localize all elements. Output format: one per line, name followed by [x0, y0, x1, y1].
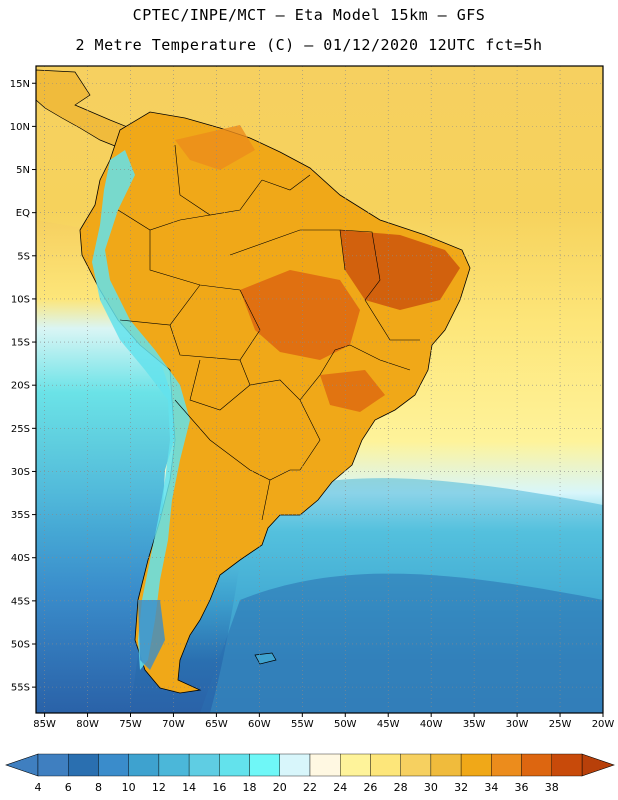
colorbar-tick-label: 22: [303, 781, 317, 794]
hot-region-northeast-brazil: [340, 230, 460, 310]
latitude-tick-label: 5N: [16, 165, 30, 176]
andes-cool-strip: [92, 150, 190, 670]
latitude-tick-label: 35S: [11, 510, 30, 521]
falkland-islands: [254, 652, 277, 665]
colorbar-swatch: [158, 753, 190, 777]
colorbar-swatch: [98, 753, 129, 777]
latitude-tick-label: EQ: [16, 208, 30, 219]
colorbar-swatch: [430, 753, 462, 777]
hot-region-central-brazil: [240, 270, 360, 360]
latitude-tick-label: 55S: [11, 683, 30, 694]
latitude-tick-label: 20S: [11, 381, 30, 392]
latitude-tick-label: 5S: [17, 251, 30, 262]
colorbar-swatch: [521, 753, 552, 777]
map-title-line-1: CPTEC/INPE/MCT – Eta Model 15km – GFS: [132, 6, 486, 24]
map-frame-content: [36, 66, 603, 713]
longitude-tick-label: 45W: [377, 719, 400, 730]
longitude-tick-label: 40W: [420, 719, 443, 730]
colorbar-tick-label: 4: [35, 781, 42, 794]
colorbar-swatch: [551, 753, 583, 777]
map-frame: [35, 65, 604, 714]
hot-region-southeast-brazil: [320, 370, 385, 412]
colorbar-tick-label: 26: [363, 781, 377, 794]
longitude-tick-label: 75W: [119, 719, 142, 730]
south-atlantic-cold-band: [200, 573, 603, 713]
colorbar-tick-label: 8: [95, 781, 102, 794]
colorbar-tick-label: 34: [484, 781, 498, 794]
latitude-tick-label: 15S: [11, 338, 30, 349]
longitude-tick-label: 50W: [334, 719, 357, 730]
colorbar-tick-label: 10: [122, 781, 136, 794]
longitude-tick-label: 35W: [463, 719, 486, 730]
colorbar-high-arrow: [581, 753, 615, 777]
longitude-tick-label: 20W: [592, 719, 615, 730]
latitude-tick-label: 10N: [10, 122, 30, 133]
patagonia-cold-region: [138, 600, 165, 670]
latitude-tick-label: 25S: [11, 424, 30, 435]
latitude-tick-label: 15N: [10, 79, 30, 90]
colorbar-swatch: [128, 753, 160, 777]
longitude-tick-label: 30W: [506, 719, 529, 730]
colorbar-swatch: [309, 753, 341, 777]
graticule: [36, 66, 604, 713]
colorbar-tick-label: 16: [212, 781, 226, 794]
colorbar-tick-label: 6: [65, 781, 72, 794]
latitude-tick-label: 40S: [11, 553, 30, 564]
colorbar-swatch: [188, 753, 220, 777]
latitude-tick-label: 50S: [11, 639, 30, 650]
colorbar-tick-label: 36: [515, 781, 529, 794]
colorbar-swatch: [68, 753, 99, 777]
longitude-tick-label: 85W: [33, 719, 56, 730]
longitude-tick-label: 80W: [76, 719, 99, 730]
longitude-tick-label: 55W: [291, 719, 314, 730]
colorbar-swatch: [219, 753, 250, 777]
longitude-tick-label: 70W: [162, 719, 185, 730]
longitude-tick-label: 25W: [549, 719, 572, 730]
colorbar-swatch: [491, 753, 522, 777]
colorbar-tick-label: 38: [545, 781, 559, 794]
colorbar-tick-label: 28: [394, 781, 408, 794]
longitude-axis: 85W 80W 75W 70W 65W 60W 55W 50W 45W 40W 35W 30W 25W 2…: [33, 713, 614, 730]
colorbar-tick-label: 12: [152, 781, 166, 794]
colorbar-swatch: [460, 753, 492, 777]
latitude-tick-label: 10S: [11, 294, 30, 305]
map-title-line-2: 2 Metre Temperature (C) – 01/12/2020 12U…: [75, 36, 543, 54]
colorbar-swatch: [400, 753, 432, 777]
colorbar-tick-label: 24: [333, 781, 347, 794]
colorbar-low-arrow: [5, 753, 39, 777]
colorbar-tick-label: 14: [182, 781, 196, 794]
colorbar-tick-label: 30: [424, 781, 438, 794]
colorbar-tick-label: 32: [454, 781, 468, 794]
colorbar-swatch: [370, 753, 401, 777]
colorbar: 4 6 8 10 12 14 16 18 20 22 24 26 28 30 32 34 36 38: [5, 753, 615, 794]
longitude-tick-label: 65W: [205, 719, 228, 730]
longitude-tick-label: 60W: [248, 719, 271, 730]
colorbar-tick-label: 18: [243, 781, 257, 794]
colorbar-swatch: [37, 753, 69, 777]
latitude-tick-label: 45S: [11, 596, 30, 607]
warm-region-venezuela: [175, 125, 255, 170]
latitude-tick-label: 30S: [11, 467, 30, 478]
colorbar-swatch: [340, 753, 371, 777]
colorbar-tick-label: 20: [273, 781, 287, 794]
latitude-axis: 15N 10N 5N EQ 5S 10S 15S 20S 25S 30S 35S 40S 45S 50S 5…: [10, 79, 36, 694]
colorbar-swatch: [249, 753, 280, 777]
colorbar-swatch: [279, 753, 311, 777]
